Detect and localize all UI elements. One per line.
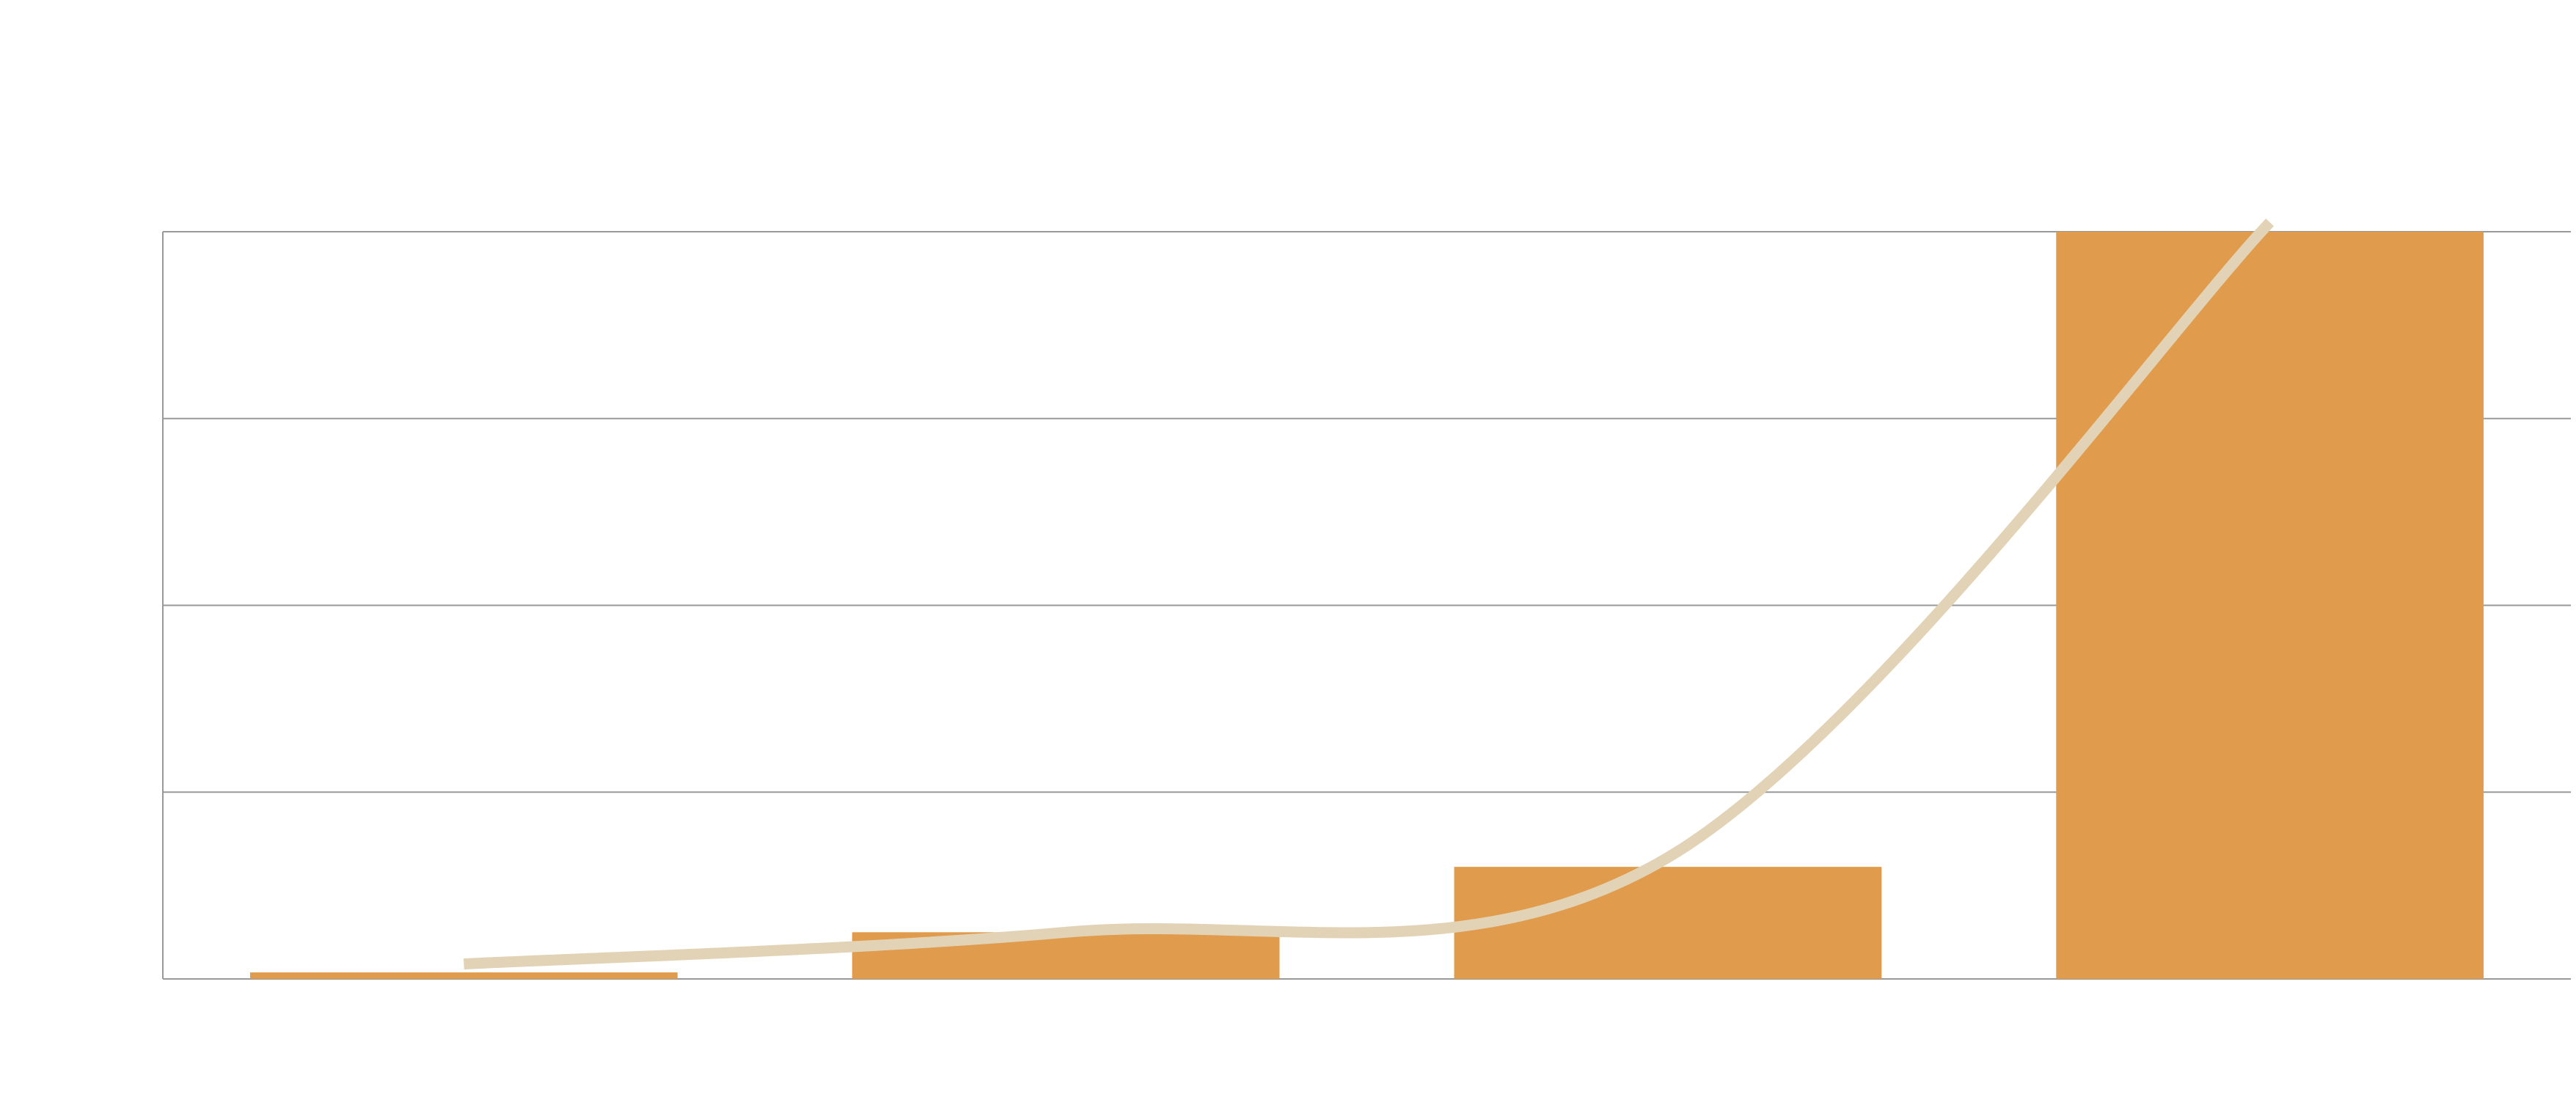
bar	[2056, 232, 2484, 979]
bar	[1454, 867, 1882, 979]
bar	[250, 972, 678, 979]
trend-line	[463, 219, 2275, 970]
